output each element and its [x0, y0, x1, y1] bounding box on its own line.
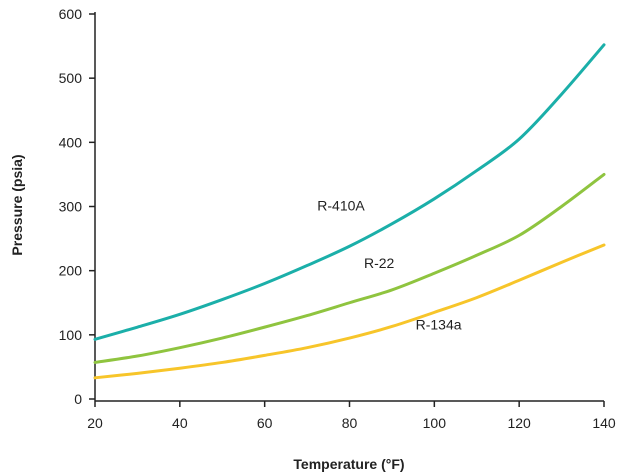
- series-line-r-410a: [93, 43, 606, 341]
- y-tick-label: 300: [59, 199, 83, 215]
- series-line-r-22: [93, 172, 606, 364]
- y-tick-label: 200: [59, 263, 83, 279]
- series-label-r-410a: R-410A: [317, 197, 365, 213]
- series-label-r-22: R-22: [364, 255, 395, 271]
- x-tick-label: 100: [423, 415, 447, 431]
- y-ticks: 0 100 200 300 400 500 600: [59, 6, 95, 407]
- series-line-r-134a: [93, 243, 606, 380]
- x-tick-label: 60: [257, 415, 273, 431]
- series-lines: [93, 43, 606, 380]
- x-tick-label: 40: [172, 415, 188, 431]
- x-ticks: 20 40 60 80 100 120 140: [87, 401, 616, 431]
- y-tick-label: 600: [59, 6, 83, 22]
- y-axis-title: Pressure (psia): [9, 154, 25, 255]
- y-tick-label: 100: [59, 327, 83, 343]
- series-annotations: R-410A R-22 R-134a: [317, 197, 461, 332]
- x-tick-label: 20: [87, 415, 103, 431]
- series-label-r-134a: R-134a: [416, 317, 462, 333]
- y-tick-label: 0: [74, 391, 82, 407]
- x-tick-label: 140: [592, 415, 616, 431]
- x-tick-label: 80: [342, 415, 358, 431]
- x-axis-title: Temperature (°F): [293, 456, 404, 472]
- y-tick-label: 400: [59, 134, 83, 150]
- y-tick-label: 500: [59, 70, 83, 86]
- x-tick-label: 120: [507, 415, 531, 431]
